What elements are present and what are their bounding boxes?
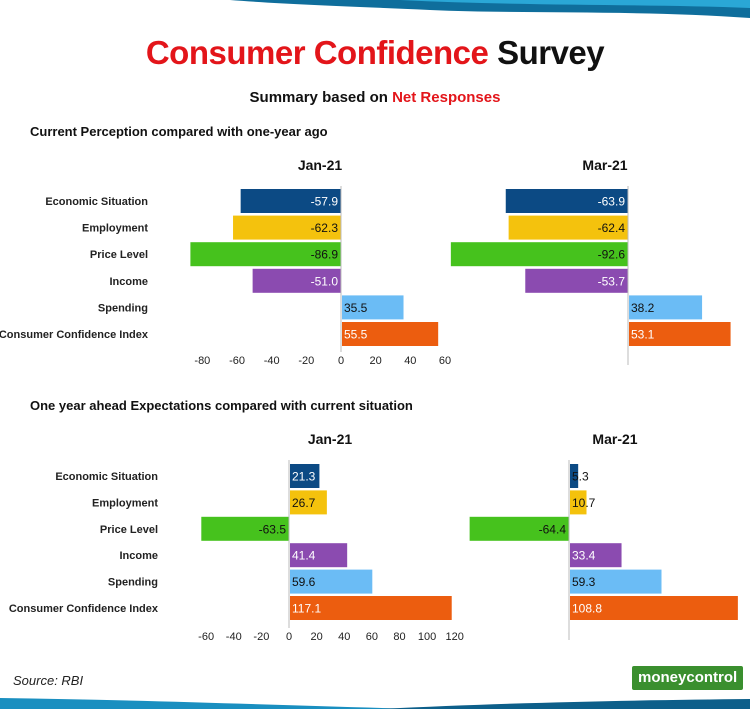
x-tick-label-2: 40 [338, 631, 350, 643]
value-label-employment-1: -62.4 [598, 221, 626, 235]
bottom-wave-accent [380, 699, 750, 709]
bar-price-level-0 [190, 242, 341, 267]
title-black: Survey [497, 34, 605, 71]
x-tick-label-2: 120 [446, 631, 464, 643]
bar-income-3 [570, 543, 622, 568]
category-label-spending-0: Spending [98, 302, 148, 314]
x-tick-label-0: -20 [298, 355, 314, 367]
category-label-income-2: Income [119, 550, 158, 562]
bar-income-0 [252, 268, 341, 293]
x-tick-label-0: -60 [229, 355, 245, 367]
category-label-employment-0: Employment [82, 223, 148, 235]
bar-spending-0 [342, 295, 404, 320]
panel-title-1: Mar-21 [582, 157, 627, 173]
top-wave-accent [400, 0, 750, 8]
value-label-economic-situation-2: 21.3 [292, 470, 316, 484]
bar-income-2 [290, 543, 348, 568]
category-label-income-0: Income [109, 276, 148, 288]
bar-consumer-confidence-index-2 [290, 596, 452, 620]
bar-consumer-confidence-index-3 [570, 596, 738, 620]
bar-employment-0 [233, 215, 341, 240]
section-title-expectations: One year ahead Expectations compared wit… [30, 398, 413, 413]
value-label-spending-1: 38.2 [631, 301, 655, 315]
bar-economic-situation-3 [570, 464, 579, 488]
value-label-price-level-2: -63.5 [259, 522, 287, 536]
bar-price-level-2 [201, 516, 289, 541]
bar-employment-3 [570, 490, 587, 515]
value-label-spending-3: 59.3 [572, 575, 596, 589]
bar-spending-1 [629, 295, 703, 320]
value-label-spending-2: 59.6 [292, 575, 316, 589]
x-tick-label-0: 40 [404, 355, 416, 367]
category-label-economic-situation-2: Economic Situation [55, 471, 158, 483]
x-tick-label-0: 20 [370, 355, 382, 367]
bar-economic-situation-1 [505, 189, 628, 213]
x-tick-label-0: -40 [264, 355, 280, 367]
bar-consumer-confidence-index-1 [629, 322, 731, 346]
value-label-income-3: 33.4 [572, 549, 596, 563]
value-label-economic-situation-3: 5.3 [572, 470, 589, 484]
x-tick-label-2: 20 [310, 631, 322, 643]
panel-title-2: Jan-21 [308, 431, 353, 447]
value-label-income-1: -53.7 [598, 274, 626, 288]
bar-spending-2 [290, 569, 373, 594]
value-label-consumer-confidence-index-0: 55.5 [344, 328, 368, 342]
moneycontrol-logo: moneycontrol [632, 666, 744, 690]
category-label-consumer-confidence-index-0: Consumer Confidence Index [0, 329, 149, 341]
subtitle-black: Summary based on [249, 89, 388, 106]
value-label-income-0: -51.0 [311, 274, 339, 288]
bar-consumer-confidence-index-0 [342, 322, 439, 346]
category-label-price-level-2: Price Level [100, 524, 158, 536]
x-tick-label-2: -20 [253, 631, 269, 643]
bar-income-1 [525, 268, 628, 293]
value-label-economic-situation-1: -63.9 [598, 195, 626, 209]
bottom-wave-decoration [0, 698, 420, 709]
value-label-price-level-0: -86.9 [311, 248, 339, 262]
value-label-consumer-confidence-index-2: 117.1 [292, 602, 321, 616]
source-note: Source: RBI [13, 673, 84, 688]
value-label-employment-2: 26.7 [292, 496, 316, 510]
bar-economic-situation-2 [290, 464, 320, 488]
subtitle-red: Net Responses [392, 89, 501, 106]
bar-price-level-1 [450, 242, 628, 267]
x-tick-label-0: 60 [439, 355, 451, 367]
section-title-current: Current Perception compared with one-yea… [30, 124, 328, 139]
page-subtitle: Summary based on Net Responses [0, 89, 750, 106]
panel-title-0: Jan-21 [298, 157, 343, 173]
x-tick-label-2: 100 [418, 631, 436, 643]
x-tick-label-0: -80 [194, 355, 210, 367]
x-tick-label-2: 80 [393, 631, 405, 643]
title-red: Consumer Confidence [145, 34, 489, 71]
category-label-economic-situation-0: Economic Situation [45, 196, 148, 208]
category-label-spending-2: Spending [108, 577, 158, 589]
category-label-price-level-0: Price Level [90, 249, 148, 261]
value-label-price-level-3: -64.4 [539, 522, 567, 536]
value-label-consumer-confidence-index-3: 108.8 [572, 602, 602, 616]
x-tick-label-2: -60 [198, 631, 214, 643]
category-label-employment-2: Employment [92, 497, 158, 509]
value-label-employment-0: -62.3 [311, 221, 339, 235]
x-tick-label-2: 0 [286, 631, 292, 643]
category-label-consumer-confidence-index-2: Consumer Confidence Index [9, 603, 159, 615]
value-label-consumer-confidence-index-1: 53.1 [631, 328, 655, 342]
bar-economic-situation-0 [240, 189, 341, 213]
value-label-price-level-1: -92.6 [598, 248, 626, 262]
charts-group: Jan-21 -57.9 Economic Situation -62.3 Employ… [0, 157, 738, 643]
value-label-income-2: 41.4 [292, 549, 316, 563]
bar-employment-2 [290, 490, 327, 515]
x-tick-label-2: 60 [366, 631, 378, 643]
value-label-employment-3: 10.7 [572, 496, 596, 510]
page-title: Consumer Confidence Survey [0, 34, 750, 72]
x-tick-label-0: 0 [338, 355, 344, 367]
panel-title-3: Mar-21 [592, 431, 637, 447]
value-label-economic-situation-0: -57.9 [311, 195, 339, 209]
bar-price-level-3 [469, 516, 569, 541]
bar-spending-3 [570, 569, 662, 594]
value-label-spending-0: 35.5 [344, 301, 368, 315]
bar-employment-1 [508, 215, 628, 240]
x-tick-label-2: -40 [226, 631, 242, 643]
